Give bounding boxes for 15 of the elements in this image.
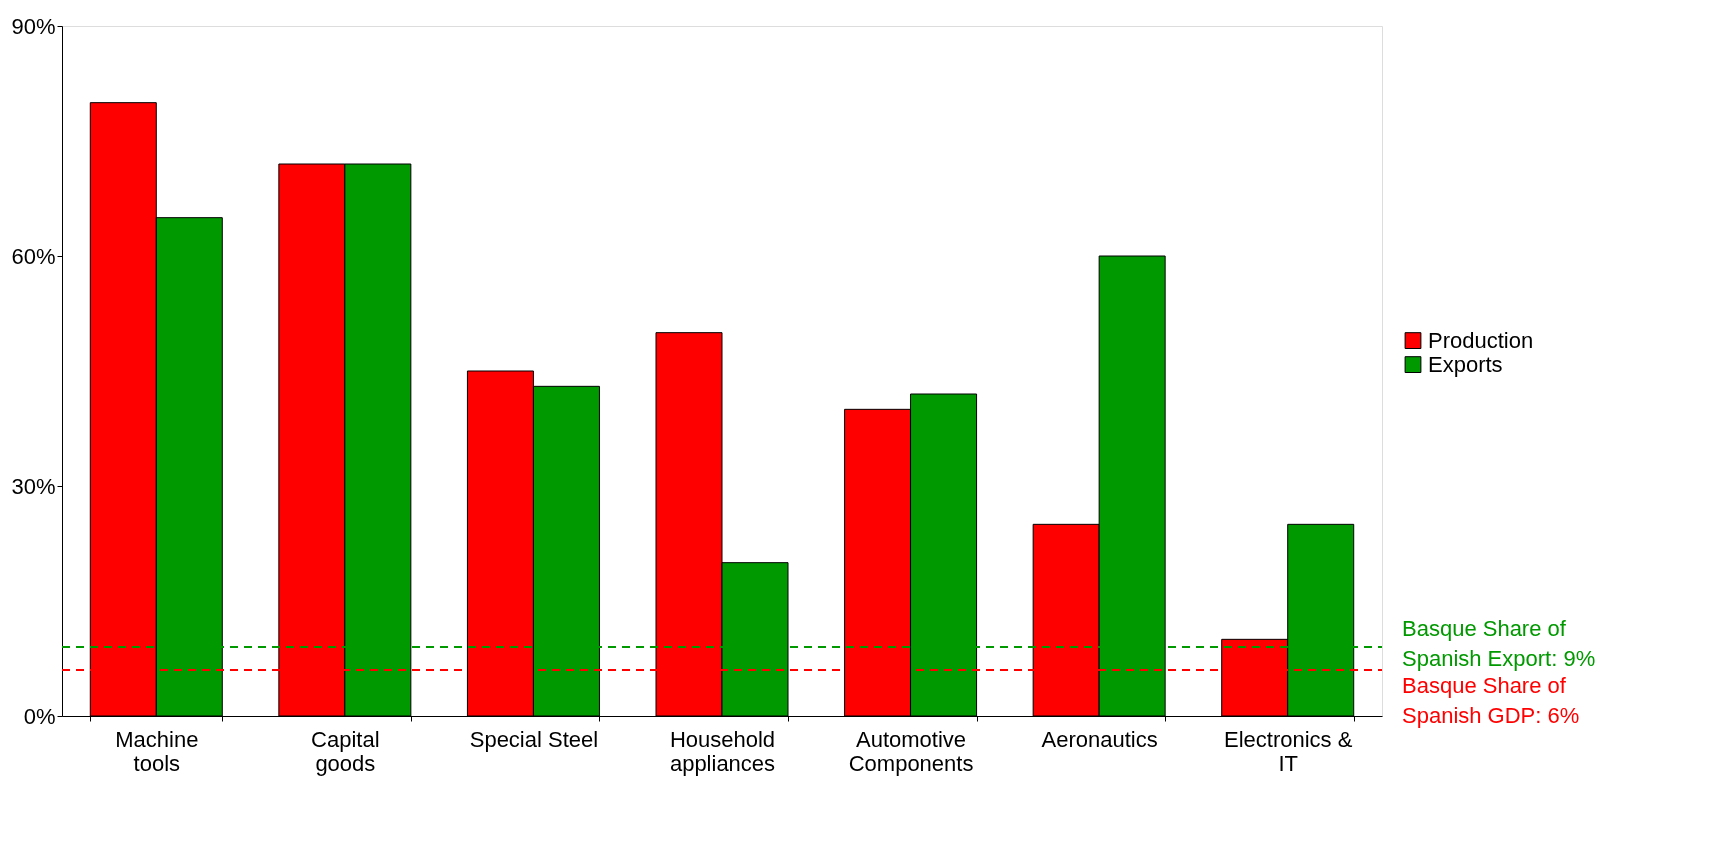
x-tick-label: Aeronautics <box>1041 726 1158 752</box>
x-tick-label: Capital goods <box>311 726 380 776</box>
x-tick-label: Automotive Components <box>848 726 974 776</box>
x-tick-label: Household appliances <box>669 726 776 776</box>
legend-label: Production <box>1428 327 1534 353</box>
ref-line-label: Basque Share of Spanish Export: 9% <box>1402 616 1596 671</box>
x-tick-label: Electronics & IT <box>1224 726 1353 776</box>
legend-label: Exports <box>1428 351 1503 377</box>
x-tick-label: Machine tools <box>115 726 199 776</box>
y-tick-label: 60% <box>11 243 56 269</box>
y-tick-label: 0% <box>23 703 56 729</box>
y-tick-label: 90% <box>11 13 56 39</box>
ref-line-label: Basque Share of Spanish GDP: 6% <box>1402 673 1580 728</box>
x-tick-label: Special Steel <box>469 726 599 752</box>
y-tick-label: 30% <box>11 473 56 499</box>
